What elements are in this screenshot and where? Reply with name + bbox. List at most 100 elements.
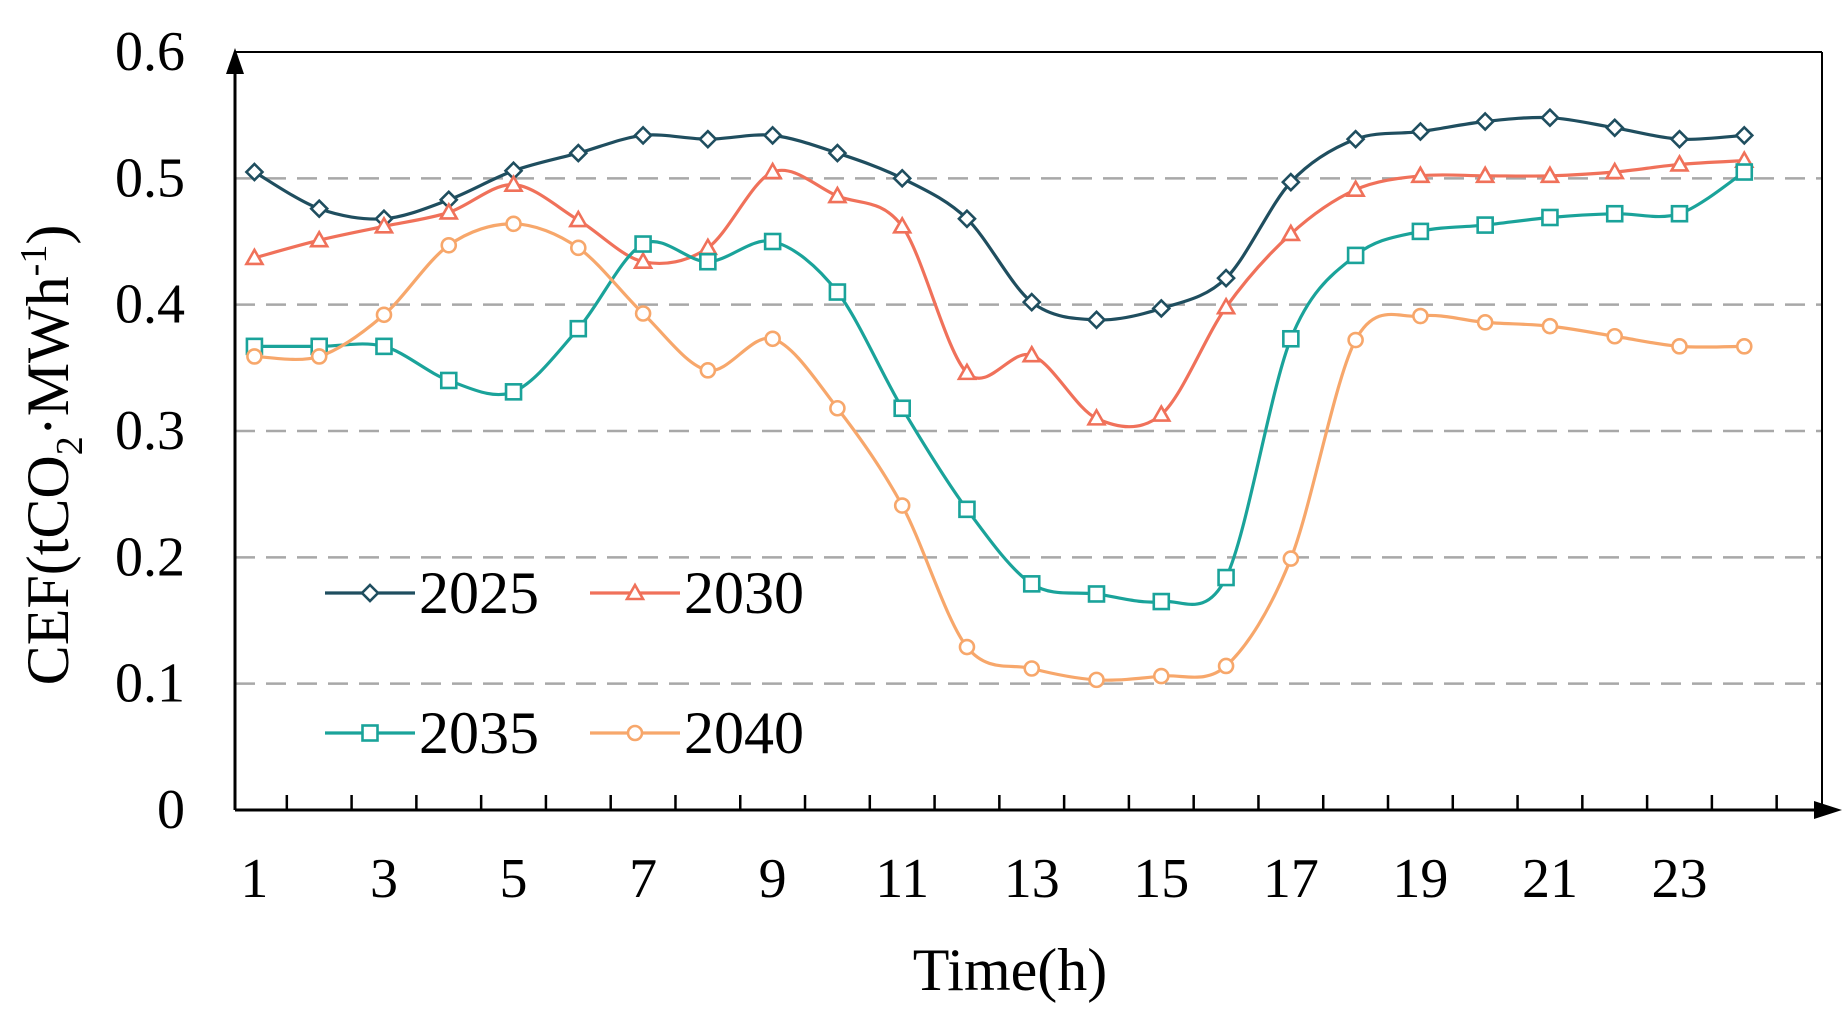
data-point-2025 <box>1281 172 1301 192</box>
data-point-2035 <box>828 283 847 301</box>
data-point-2025 <box>1669 129 1690 150</box>
series-2025 <box>244 107 1755 330</box>
legend-item-2030: 2030 <box>590 560 804 626</box>
data-point-2025 <box>1086 309 1107 330</box>
data-point-2035 <box>439 371 458 390</box>
data-point-2035 <box>634 235 652 253</box>
data-point-2035 <box>763 232 782 251</box>
data-point-2040 <box>699 362 717 379</box>
data-point-2030 <box>891 215 913 234</box>
legend: 2025 2030 2035 2040 <box>325 560 804 766</box>
series <box>244 107 1755 689</box>
series-2030 <box>244 150 1755 429</box>
data-point-2040 <box>1347 331 1364 349</box>
legend-marker <box>361 724 379 742</box>
x-tick-label: 19 <box>1392 848 1448 910</box>
x-axis-title: Time(h) <box>913 937 1107 1003</box>
data-point-2030 <box>568 209 589 228</box>
data-point-2030 <box>1604 161 1625 180</box>
data-point-2035 <box>1152 592 1171 611</box>
data-point-2025 <box>568 143 589 163</box>
data-point-2030 <box>762 161 783 180</box>
data-point-2030 <box>1345 179 1366 198</box>
y-tick-label: 0.4 <box>115 274 185 336</box>
data-point-2040 <box>1735 338 1753 355</box>
y-ticks: 0 0.1 0.2 0.3 0.4 0.5 0.6 <box>115 21 185 841</box>
legend-label: 2035 <box>419 700 539 766</box>
legend-item-2025: 2025 <box>325 560 539 626</box>
data-point-2040 <box>1606 327 1624 345</box>
data-point-2040 <box>375 306 393 324</box>
data-point-2025 <box>1345 129 1366 150</box>
legend-item-2040: 2040 <box>590 700 804 766</box>
x-tick-label: 5 <box>500 848 528 910</box>
data-point-2025 <box>1604 117 1625 138</box>
x-axis-arrow <box>1814 801 1842 819</box>
data-point-2035 <box>1735 163 1754 181</box>
data-point-2040 <box>634 305 652 322</box>
data-point-2040 <box>246 348 263 365</box>
data-point-2035 <box>699 252 717 271</box>
data-point-2025 <box>1151 298 1172 319</box>
data-point-2035 <box>1346 246 1365 265</box>
data-point-2030 <box>1474 165 1496 184</box>
data-point-2030 <box>1410 165 1431 184</box>
data-point-2025 <box>309 198 330 219</box>
data-point-2035 <box>1022 575 1041 593</box>
y-axis-title: CEF(tCO2·MWh-1) <box>13 225 91 686</box>
data-point-2025 <box>244 162 265 182</box>
series-2035 <box>245 163 1754 611</box>
data-point-2040 <box>1282 550 1300 567</box>
data-point-2030 <box>1086 407 1107 426</box>
legend-item-2035: 2035 <box>325 700 539 766</box>
data-point-2030 <box>1669 153 1690 172</box>
data-point-2040 <box>1088 671 1105 689</box>
x-tick-label: 21 <box>1522 848 1578 910</box>
data-point-2030 <box>1539 165 1561 184</box>
data-point-2030 <box>308 229 330 248</box>
data-point-2025 <box>1216 268 1236 288</box>
data-point-2025 <box>1540 107 1560 128</box>
data-point-2025 <box>1410 121 1431 142</box>
data-point-2030 <box>1151 403 1172 422</box>
data-point-2030 <box>1215 296 1237 315</box>
legend-label: 2040 <box>684 700 804 766</box>
data-point-2035 <box>1087 585 1106 603</box>
data-point-2030 <box>827 185 848 204</box>
y-axis-title-sub: 2 <box>49 436 91 455</box>
y-tick-label: 0.3 <box>115 400 185 462</box>
legend-label: 2025 <box>419 560 539 626</box>
data-point-2040 <box>764 330 781 348</box>
y-axis-title-mid: ·MWh <box>15 276 81 436</box>
data-point-2025 <box>698 129 718 150</box>
legend-marker <box>624 582 646 601</box>
y-axis-arrow <box>226 48 244 74</box>
legend-marker <box>626 724 644 742</box>
series-line-2030 <box>254 159 1745 429</box>
data-point-2025 <box>892 168 913 189</box>
data-point-2040 <box>893 497 911 514</box>
data-point-2040 <box>958 638 976 656</box>
data-point-2035 <box>958 500 976 519</box>
data-point-2030 <box>373 215 395 234</box>
y-tick-label: 0.6 <box>115 21 185 83</box>
data-point-2035 <box>893 399 911 418</box>
data-point-2035 <box>1217 568 1235 587</box>
data-point-2040 <box>1476 314 1494 331</box>
data-point-2040 <box>440 236 458 254</box>
data-point-2030 <box>438 201 459 220</box>
data-point-2040 <box>310 348 328 365</box>
data-point-2025 <box>957 208 977 229</box>
data-point-2040 <box>505 215 522 233</box>
data-point-2030 <box>1021 344 1042 363</box>
x-tick-label: 13 <box>1004 848 1060 910</box>
series-line-2025 <box>253 115 1745 322</box>
legend-label: 2030 <box>684 560 804 626</box>
series-line-2035 <box>254 170 1746 606</box>
data-point-2035 <box>1411 222 1430 241</box>
x-tick-label: 1 <box>240 848 268 910</box>
series-2040 <box>246 215 1753 689</box>
data-point-2040 <box>1152 667 1170 685</box>
x-tick-label: 11 <box>875 848 929 910</box>
